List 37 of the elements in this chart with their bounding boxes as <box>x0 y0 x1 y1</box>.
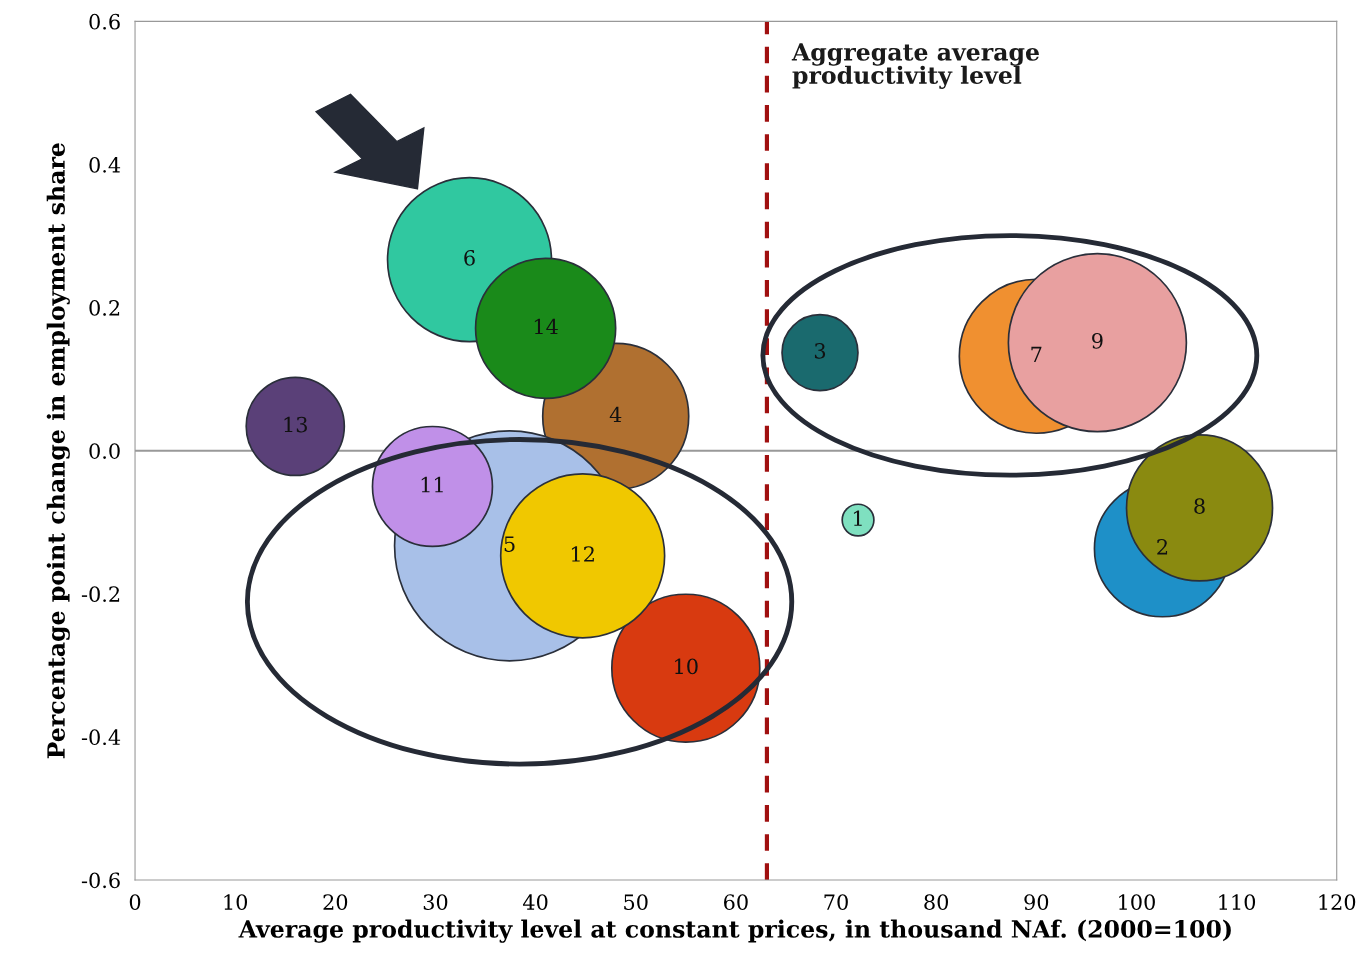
x-tick-label: 110 <box>1219 894 1256 910</box>
y-tick-label: -0.6 <box>81 872 120 889</box>
annotation: 10 <box>675 658 698 675</box>
y-tick-label: -0.2 <box>81 586 120 602</box>
y-tick-label: 0.6 <box>89 13 120 30</box>
annotation: 14 <box>534 318 558 335</box>
x-tick-label: 0 <box>129 894 141 910</box>
x-tick-label: 90 <box>1024 894 1049 910</box>
y-tick-label: 0.0 <box>89 443 120 459</box>
annotation: 2 <box>1157 539 1168 555</box>
x-tick-label: 10 <box>224 894 248 910</box>
ref-line-label: Aggregate average productivity level <box>791 43 1039 89</box>
annotation: 5 <box>504 536 515 552</box>
x-tick-label: 50 <box>624 894 648 910</box>
x-tick-label: 40 <box>522 894 548 910</box>
annotation: 7 <box>1031 346 1042 362</box>
x-tick-label: 80 <box>924 894 949 910</box>
annotation: 1 <box>853 510 862 526</box>
annotation: 3 <box>814 342 826 359</box>
x-axis-title: Average productivity level at constant prices, in thousand NAf. (2000=100) <box>238 919 1231 943</box>
x-tick-label: 120 <box>1319 894 1356 910</box>
y-tick-label: 0.2 <box>89 300 120 316</box>
annotation: 6 <box>464 249 475 266</box>
y-tick-label: -0.4 <box>81 729 121 746</box>
annotation: 4 <box>609 406 622 423</box>
annotation: 9 <box>1092 332 1103 349</box>
x-tick-label: 60 <box>724 894 748 910</box>
y-axis-title: Percentage point change in employment share <box>46 143 70 759</box>
x-tick-label: 20 <box>323 894 348 910</box>
annotation: 12 <box>571 546 594 562</box>
x-tick-label: 30 <box>423 894 448 910</box>
annotation: 11 <box>421 476 443 493</box>
y-tick-label: 0.4 <box>89 156 121 173</box>
annotation: 8 <box>1194 498 1205 514</box>
x-tick-label: 100 <box>1119 894 1155 910</box>
annotation: 13 <box>284 416 307 433</box>
x-tick-label: 70 <box>824 894 848 910</box>
